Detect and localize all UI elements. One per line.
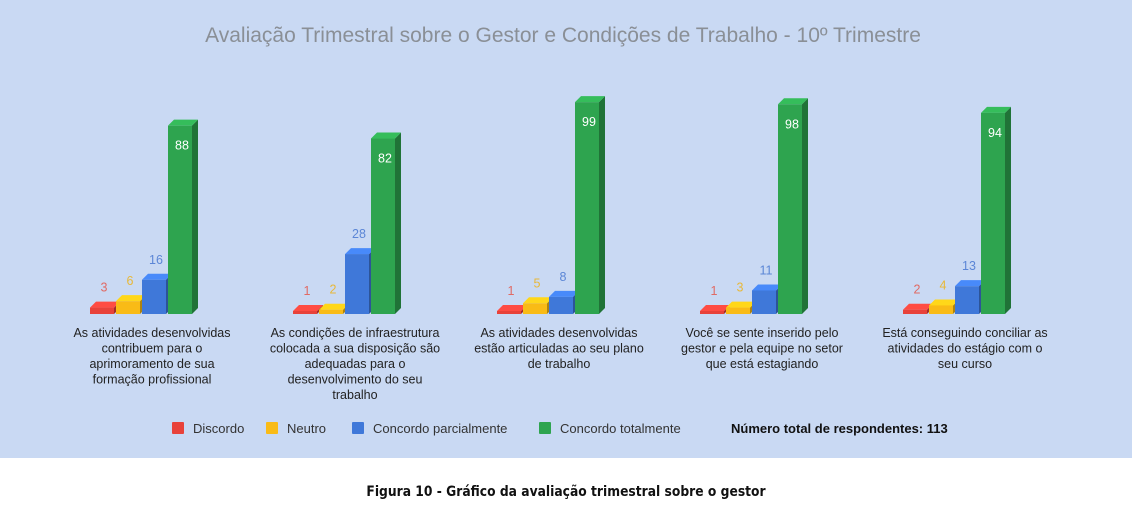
category-label: Você se sente inserido pelo	[686, 326, 839, 340]
bar-concordo-totalmente	[371, 138, 395, 314]
bar-concordo-parcialmente	[549, 296, 573, 314]
bar-neutro	[523, 303, 547, 314]
category-label: contribuem para o	[102, 342, 203, 356]
bar-top	[981, 106, 1011, 113]
category-label: que está estagiando	[706, 357, 819, 371]
bar-top	[903, 303, 933, 310]
bar-neutro	[116, 301, 140, 314]
bar-neutro	[319, 309, 343, 314]
bar-top	[142, 273, 172, 280]
bar-top	[929, 299, 959, 306]
data-label: 2	[914, 283, 921, 297]
category-label: seu curso	[938, 357, 992, 371]
bar-discordo	[497, 311, 521, 314]
figure-caption: Figura 10 - Gráfico da avaliação trimest…	[366, 484, 766, 500]
bar-concordo-parcialmente	[752, 290, 776, 314]
bar-side	[802, 98, 808, 314]
bar-top	[955, 280, 985, 287]
bar-concordo-totalmente	[575, 102, 599, 314]
legend-swatch	[172, 422, 184, 434]
bar-top	[700, 305, 730, 311]
data-label: 5	[534, 276, 541, 290]
category-label: de trabalho	[528, 357, 591, 371]
bar-top	[345, 248, 375, 255]
chart-title: Avaliação Trimestral sobre o Gestor e Co…	[205, 24, 921, 47]
bar-top	[90, 301, 120, 308]
category-label: trabalho	[332, 388, 377, 402]
data-label: 6	[127, 274, 134, 288]
bar-top	[752, 284, 782, 291]
data-label: 13	[962, 259, 976, 273]
data-label: 1	[711, 284, 718, 298]
bar-top	[523, 297, 553, 304]
category-label: As condições de infraestrutura	[271, 326, 440, 340]
bar-concordo-parcialmente	[142, 279, 166, 314]
bar-discordo	[700, 311, 724, 314]
bar-discordo	[293, 311, 317, 314]
bar-top	[168, 119, 198, 126]
bar-side	[395, 132, 401, 314]
bar-top	[293, 305, 323, 311]
bar-side	[192, 119, 198, 315]
legend-swatch	[352, 422, 364, 434]
category-label: atividades do estágio com o	[888, 342, 1043, 356]
bar-discordo	[90, 307, 114, 314]
data-label: 3	[737, 281, 744, 295]
bar-side	[1005, 106, 1011, 314]
bar-concordo-totalmente	[168, 125, 192, 315]
legend-label: Concordo parcialmente	[373, 421, 507, 436]
bar-top	[116, 295, 146, 302]
category-label: As atividades desenvolvidas	[480, 326, 637, 340]
data-label: 8	[560, 270, 567, 284]
legend-label: Discordo	[193, 421, 244, 436]
data-label: 94	[988, 126, 1002, 140]
bar-concordo-totalmente	[981, 112, 1005, 314]
bar-top	[497, 305, 527, 311]
category-label: aprimoramento de sua	[89, 357, 214, 371]
category-label: As atividades desenvolvidas	[73, 326, 230, 340]
category-label: gestor e pela equipe no setor	[681, 342, 843, 356]
chart-area: Avaliação Trimestral sobre o Gestor e Co…	[0, 0, 1132, 458]
bar-discordo	[903, 309, 927, 314]
category-label: colocada a sua disposição são	[270, 342, 440, 356]
bar-top	[778, 98, 808, 105]
bar-concordo-totalmente	[778, 104, 802, 314]
bar-concordo-parcialmente	[955, 286, 979, 314]
bar-neutro	[726, 307, 750, 314]
legend-swatch	[266, 422, 278, 434]
bar-concordo-parcialmente	[345, 254, 369, 314]
bar-top	[575, 96, 605, 103]
category-label: desenvolvimento do seu	[288, 373, 423, 387]
data-label: 16	[149, 253, 163, 267]
legend-label: Concordo totalmente	[560, 421, 681, 436]
legend-label: Neutro	[287, 421, 326, 436]
bar-side	[599, 96, 605, 314]
bar-top	[549, 290, 579, 297]
data-label: 28	[352, 227, 366, 241]
category-label: formação profissional	[93, 373, 212, 387]
data-label: 1	[508, 284, 515, 298]
data-label: 2	[330, 283, 337, 297]
bar-chart: Avaliação Trimestral sobre o Gestor e Co…	[73, 24, 1047, 436]
data-label: 82	[378, 152, 392, 166]
data-label: 3	[101, 281, 108, 295]
data-label: 98	[785, 117, 799, 131]
bar-neutro	[929, 305, 953, 314]
data-label: 11	[760, 263, 773, 277]
bar-top	[371, 132, 401, 139]
bar-top	[319, 303, 349, 310]
total-respondents: Número total de respondentes: 113	[731, 421, 948, 436]
data-label: 88	[175, 139, 189, 153]
data-label: 1	[304, 284, 311, 298]
category-label: estão articuladas ao seu plano	[474, 342, 644, 356]
category-label: Está conseguindo conciliar as	[882, 326, 1047, 340]
bar-top	[726, 301, 756, 308]
category-label: adequadas para o	[305, 357, 406, 371]
data-label: 99	[582, 115, 596, 129]
data-label: 4	[940, 278, 947, 292]
legend-swatch	[539, 422, 551, 434]
